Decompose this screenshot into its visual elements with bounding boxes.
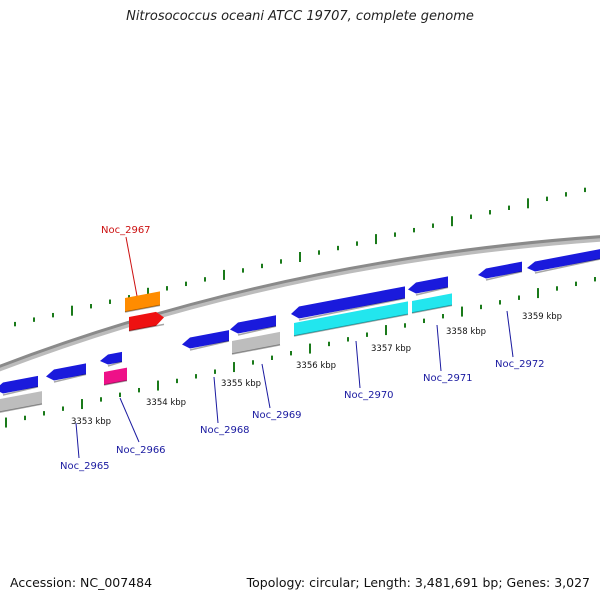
gene-feature-magenta[interactable] [104, 367, 127, 385]
label-leader-lines [75, 236, 514, 459]
gene-feature[interactable] [291, 286, 405, 319]
gene-label[interactable]: Noc_2971 [423, 373, 473, 384]
gene-feature[interactable] [0, 375, 38, 394]
leader-line [75, 422, 80, 459]
gene-label[interactable]: Noc_2969 [252, 410, 302, 421]
gene-label[interactable]: Noc_2967 [101, 225, 151, 236]
gene-feature-gray[interactable] [0, 391, 42, 413]
gene-label[interactable]: Noc_2970 [344, 390, 394, 401]
leader-line [261, 363, 271, 409]
gene-feature-red[interactable] [129, 311, 164, 331]
gene-label[interactable]: Noc_2966 [116, 445, 166, 456]
scale-label: 3353 kbp [71, 417, 111, 427]
gene-feature[interactable] [46, 363, 86, 381]
leader-line [125, 236, 138, 297]
gene-feature[interactable] [100, 351, 122, 365]
scale-label: 3356 kbp [296, 361, 336, 371]
scale-label: 3359 kbp [522, 312, 562, 322]
leader-line [506, 310, 514, 358]
genome-backbone [0, 235, 600, 372]
gene-feature-orange[interactable] [125, 291, 160, 312]
leader-line [355, 340, 361, 389]
topology-text: Topology: circular; Length: 3,481,691 bp… [246, 575, 590, 590]
scale-label: 3355 kbp [221, 379, 261, 389]
accession-text: Accession: NC_007484 [10, 575, 153, 590]
gene-layer [0, 249, 600, 413]
leader-line [119, 397, 140, 443]
tick-layer [5, 187, 596, 428]
gene-label[interactable]: Noc_2968 [200, 425, 250, 436]
gene-feature[interactable] [478, 261, 522, 279]
gene-feature[interactable] [408, 276, 448, 294]
gene-labels: Noc_2965 Noc_2966 Noc_2967 Noc_2968Noc_2969… [60, 225, 545, 472]
scale-label: 3354 kbp [146, 398, 186, 408]
gene-feature-gray[interactable] [232, 331, 280, 354]
scale-labels: 3353 kbp 3354 kbp 3355 kbp 3356 kbp 3357 kbp… [71, 312, 562, 427]
scale-label: 3358 kbp [446, 327, 486, 337]
gene-feature[interactable] [527, 249, 600, 272]
leader-line [436, 324, 442, 372]
gene-label[interactable]: Noc_2972 [495, 359, 545, 370]
scale-label: 3357 kbp [371, 344, 411, 354]
gene-feature[interactable] [182, 330, 229, 349]
gene-feature-cyan[interactable] [412, 293, 452, 313]
map-title: Nitrosococcus oceani ATCC 19707, complet… [126, 9, 474, 24]
gene-feature-cyan[interactable] [294, 301, 408, 336]
gene-label[interactable]: Noc_2965 [60, 461, 110, 472]
gene-feature[interactable] [230, 315, 276, 334]
leader-line [213, 376, 219, 424]
